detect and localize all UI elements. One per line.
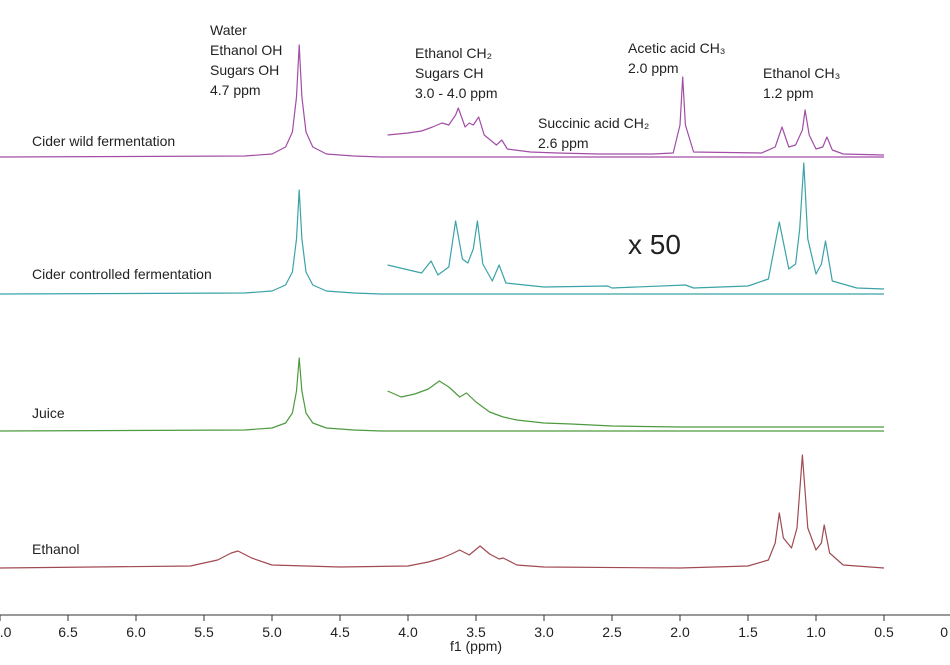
annotation: Ethanol OH	[210, 42, 282, 58]
series-label: Juice	[32, 405, 65, 421]
annotation: 3.0 - 4.0 ppm	[415, 85, 498, 101]
x-tick-label: 4.5	[330, 624, 350, 640]
x-axis-label: f1 (ppm)	[450, 638, 502, 654]
annotation: 1.2 ppm	[763, 85, 814, 101]
annotation: Water	[210, 22, 247, 38]
zoom-label: x 50	[628, 229, 681, 260]
series-label: Cider controlled fermentation	[32, 266, 212, 282]
annotation: Acetic acid CH₃	[628, 40, 726, 56]
annotation: 2.0 ppm	[628, 60, 679, 76]
spectrum	[0, 454, 885, 569]
spectrum	[0, 44, 884, 158]
x-tick-label: 0.5	[874, 624, 894, 640]
annotation: Ethanol CH₂	[415, 45, 492, 61]
spectrum-zoom	[387, 162, 885, 290]
x-tick-label: 4.0	[398, 624, 418, 640]
annotation: 2.6 ppm	[538, 135, 589, 151]
x-tick-label: 5.5	[194, 624, 214, 640]
spectrum	[0, 357, 884, 432]
series-label: Ethanol	[32, 541, 79, 557]
x-tick-label: 3.0	[534, 624, 554, 640]
spectrum	[0, 189, 884, 295]
x-tick-label: 3.5	[466, 624, 486, 640]
spectrum-zoom	[387, 380, 884, 428]
x-tick-label: 6.5	[58, 624, 78, 640]
spectrum-zoom	[387, 76, 885, 156]
x-tick-label: 1.5	[738, 624, 758, 640]
series-label: Cider wild fermentation	[32, 133, 175, 149]
x-tick-label: 1.0	[806, 624, 826, 640]
annotation: Sugars OH	[210, 62, 279, 78]
x-tick-label: 6.0	[126, 624, 146, 640]
x-tick-label: 5.0	[262, 624, 282, 640]
x-tick-label: 2.5	[602, 624, 622, 640]
annotation: Sugars CH	[415, 65, 483, 81]
x-tick-label: 0	[940, 624, 948, 640]
annotation: Ethanol CH₃	[763, 65, 840, 81]
annotation: 4.7 ppm	[210, 82, 261, 98]
x-tick-label: 2.0	[670, 624, 690, 640]
x-tick-label: 7.0	[0, 624, 12, 640]
annotation: Succinic acid CH₂	[538, 115, 649, 131]
